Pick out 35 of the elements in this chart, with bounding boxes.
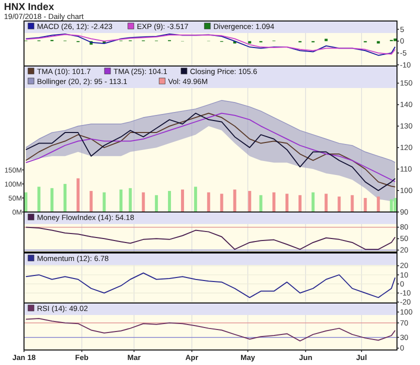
bar	[272, 192, 276, 212]
bar	[142, 192, 145, 212]
bar	[324, 194, 328, 212]
bar	[76, 178, 80, 212]
bar	[259, 195, 262, 212]
bar	[128, 188, 132, 212]
bar	[390, 199, 393, 212]
bar	[364, 198, 367, 212]
bar	[181, 190, 184, 212]
bar	[50, 188, 54, 212]
bar	[64, 184, 67, 212]
bar	[248, 190, 252, 212]
bar	[168, 190, 171, 212]
chart-title: HNX Index	[4, 2, 54, 13]
bar	[298, 195, 302, 212]
bar	[233, 190, 236, 212]
line-series	[25, 272, 396, 298]
line-series	[25, 226, 396, 250]
line-series	[26, 100, 396, 163]
bar	[350, 195, 354, 212]
bar	[220, 194, 224, 212]
bar	[285, 194, 288, 212]
bar	[119, 190, 122, 212]
bar	[102, 192, 106, 212]
bar	[207, 192, 210, 212]
bar	[37, 186, 40, 212]
bar	[338, 196, 341, 212]
bar	[376, 196, 380, 212]
bar	[154, 195, 158, 212]
bar	[312, 192, 315, 212]
bar	[194, 186, 198, 212]
bar	[90, 190, 93, 212]
bar	[24, 192, 28, 212]
bar	[394, 198, 397, 212]
line-series	[25, 318, 396, 342]
